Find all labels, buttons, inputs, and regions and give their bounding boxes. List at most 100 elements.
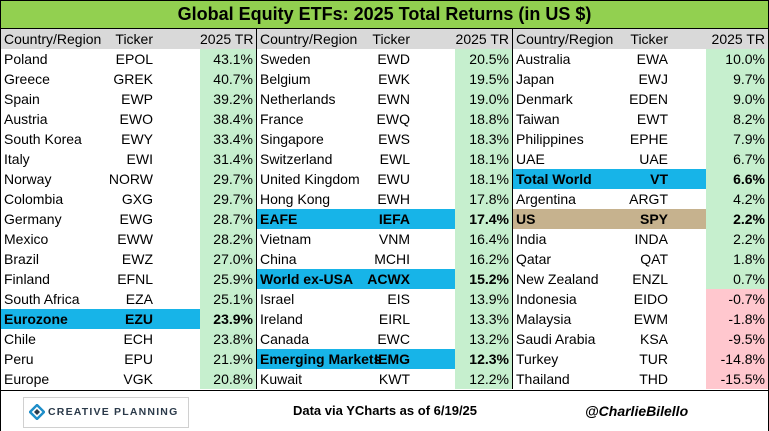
positive-return-cell — [200, 129, 256, 149]
positive-return-cell — [706, 249, 768, 269]
return-value: 0.7% — [733, 271, 765, 287]
positive-return-cell — [706, 229, 768, 249]
table-header-row: Country/Region Ticker 2025 TR — [1, 29, 256, 49]
ticker-symbol: EWO — [119, 111, 153, 127]
table-row: Greece GREK 40.7% — [1, 69, 256, 89]
return-value: 18.8% — [469, 111, 509, 127]
return-value: 20.5% — [469, 51, 509, 67]
country-name: Denmark — [516, 91, 573, 107]
table-row: Indonesia EIDO -0.7% — [513, 289, 768, 309]
return-value: 12.2% — [469, 371, 509, 387]
ticker-symbol: EIS — [387, 291, 410, 307]
ticker-symbol: IEMG — [374, 351, 410, 367]
ticker-symbol: EWU — [377, 171, 410, 187]
country-name: Mexico — [4, 231, 49, 247]
table-column-1: Country/Region Ticker 2025 TR Poland EPOL 43.… — [1, 29, 256, 389]
ticker-symbol: EWI — [126, 151, 153, 167]
positive-return-cell — [455, 69, 512, 89]
column-header-return: 2025 TR — [200, 31, 254, 47]
country-name: Israel — [260, 291, 295, 307]
table-row: Taiwan EWT 8.2% — [513, 109, 768, 129]
table-row: Colombia GXG 29.7% — [1, 189, 256, 209]
positive-return-cell — [200, 109, 256, 129]
return-value: 29.7% — [213, 171, 253, 187]
footer: CREATIVE PLANNING Data via YCharts as of… — [1, 390, 768, 431]
table-row: New Zealand ENZL 0.7% — [513, 269, 768, 289]
country-name: Austria — [4, 111, 48, 127]
table-row: US SPY 2.2% — [513, 209, 768, 229]
country-name: Italy — [4, 151, 30, 167]
table-row: China MCHI 16.2% — [257, 249, 512, 269]
return-value: 31.4% — [213, 151, 253, 167]
negative-return-cell — [706, 289, 768, 309]
creative-planning-logo: CREATIVE PLANNING — [23, 397, 189, 428]
positive-return-cell — [455, 309, 512, 329]
ticker-symbol: UAE — [639, 151, 668, 167]
table-row: Israel EIS 13.9% — [257, 289, 512, 309]
table-row: Ireland EIRL 13.3% — [257, 309, 512, 329]
return-value: 16.2% — [469, 251, 509, 267]
ticker-symbol: EZU — [125, 311, 153, 327]
table-row: Sweden EWD 20.5% — [257, 49, 512, 69]
positive-return-cell — [200, 249, 256, 269]
return-value: 23.9% — [213, 311, 253, 327]
return-value: 2.2% — [733, 231, 765, 247]
country-name: Argentina — [516, 191, 576, 207]
return-value: -9.5% — [728, 331, 765, 347]
highlight-band — [257, 209, 455, 229]
table-row: Poland EPOL 43.1% — [1, 49, 256, 69]
table-row: Austria EWO 38.4% — [1, 109, 256, 129]
country-name: Greece — [4, 71, 50, 87]
table-row: France EWQ 18.8% — [257, 109, 512, 129]
ticker-symbol: EWZ — [121, 251, 153, 267]
positive-return-cell — [200, 309, 256, 329]
table-row: Peru EPU 21.9% — [1, 349, 256, 369]
return-value: 6.7% — [733, 151, 765, 167]
country-name: Malaysia — [516, 311, 572, 327]
ticker-symbol: KWT — [378, 371, 410, 387]
country-name: Ireland — [260, 311, 303, 327]
return-value: 18.1% — [469, 171, 509, 187]
positive-return-cell — [455, 169, 512, 189]
table-row: Switzerland EWL 18.1% — [257, 149, 512, 169]
country-name: Japan — [516, 71, 555, 87]
positive-return-cell — [200, 229, 256, 249]
country-name: Poland — [4, 51, 48, 67]
positive-return-cell — [200, 289, 256, 309]
ticker-symbol: EWY — [121, 131, 153, 147]
return-value: 19.0% — [469, 91, 509, 107]
return-value: 10.0% — [725, 51, 765, 67]
ticker-symbol: EPOL — [115, 51, 153, 67]
country-name: World ex-USA — [260, 271, 354, 287]
positive-return-cell — [706, 109, 768, 129]
positive-return-cell — [200, 369, 256, 389]
ticker-symbol: ACWX — [367, 271, 410, 287]
ticker-symbol: EWK — [378, 71, 410, 87]
positive-return-cell — [455, 189, 512, 209]
return-value: 17.8% — [469, 191, 509, 207]
positive-return-cell — [706, 169, 768, 189]
positive-return-cell — [455, 349, 512, 369]
ticker-symbol: THD — [639, 371, 668, 387]
positive-return-cell — [455, 229, 512, 249]
country-name: Qatar — [516, 251, 552, 267]
ticker-symbol: EWC — [377, 331, 410, 347]
table-row: Turkey TUR -14.8% — [513, 349, 768, 369]
ticker-symbol: EWW — [117, 231, 153, 247]
positive-return-cell — [200, 69, 256, 89]
table-row: Finland EFNL 25.9% — [1, 269, 256, 289]
table-row: Thailand THD -15.5% — [513, 369, 768, 389]
return-value: 6.6% — [733, 171, 765, 187]
column-header-country: Country/Region — [4, 31, 102, 47]
return-value: -14.8% — [720, 351, 765, 367]
country-name: South Africa — [4, 291, 80, 307]
column-separator — [256, 29, 257, 389]
ticker-symbol: EPU — [124, 351, 153, 367]
positive-return-cell — [200, 209, 256, 229]
ticker-symbol: EIDO — [633, 291, 668, 307]
return-value: 39.2% — [213, 91, 253, 107]
positive-return-cell — [455, 49, 512, 69]
return-value: 19.5% — [469, 71, 509, 87]
country-name: US — [516, 211, 536, 227]
ticker-symbol: MCHI — [374, 251, 410, 267]
